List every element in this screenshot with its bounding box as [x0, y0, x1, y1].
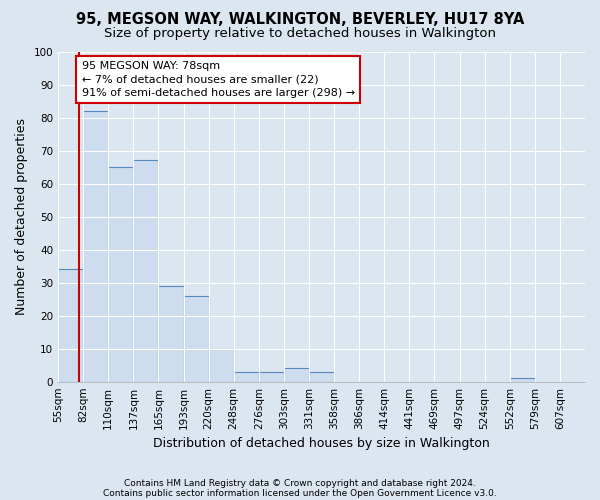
Bar: [309, 372, 334, 382]
Y-axis label: Number of detached properties: Number of detached properties: [15, 118, 28, 315]
Text: 95, MEGSON WAY, WALKINGTON, BEVERLEY, HU17 8YA: 95, MEGSON WAY, WALKINGTON, BEVERLEY, HU…: [76, 12, 524, 28]
Bar: [58, 270, 83, 382]
Bar: [233, 372, 259, 382]
Bar: [133, 160, 158, 382]
Bar: [284, 368, 309, 382]
Bar: [209, 348, 233, 382]
Text: Contains HM Land Registry data © Crown copyright and database right 2024.: Contains HM Land Registry data © Crown c…: [124, 478, 476, 488]
Bar: [259, 372, 284, 382]
Text: Size of property relative to detached houses in Walkington: Size of property relative to detached ho…: [104, 28, 496, 40]
Bar: [83, 111, 108, 382]
Text: 95 MEGSON WAY: 78sqm
← 7% of detached houses are smaller (22)
91% of semi-detach: 95 MEGSON WAY: 78sqm ← 7% of detached ho…: [82, 62, 355, 98]
Bar: [158, 286, 184, 382]
Bar: [108, 167, 133, 382]
Text: Contains public sector information licensed under the Open Government Licence v3: Contains public sector information licen…: [103, 488, 497, 498]
Bar: [510, 378, 535, 382]
Bar: [184, 296, 209, 382]
X-axis label: Distribution of detached houses by size in Walkington: Distribution of detached houses by size …: [153, 437, 490, 450]
